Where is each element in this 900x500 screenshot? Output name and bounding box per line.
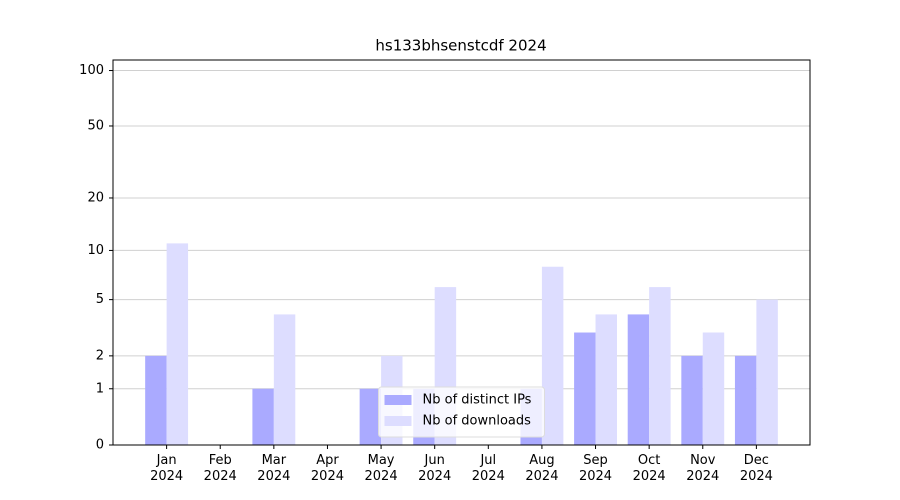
y-tick-label: 0 [96, 438, 104, 453]
x-tick-label: Sep 2024 [578, 453, 613, 484]
x-tick-label: Aug 2024 [525, 453, 559, 484]
legend-label: Nb of distinct IPs [423, 393, 532, 408]
bar [273, 314, 296, 445]
x-tick-label: Mar 2024 [257, 453, 291, 484]
x-tick-label: Oct 2024 [632, 453, 666, 484]
bar [756, 299, 778, 445]
y-tick-label: 2 [96, 348, 104, 363]
y-tick-label: 100 [79, 63, 104, 78]
legend-label: Nb of downloads [423, 414, 532, 429]
bar [595, 314, 617, 445]
bar [627, 314, 650, 445]
x-tick-label: Jan 2024 [150, 453, 184, 484]
legend-box [378, 386, 545, 438]
x-tick-label: May 2024 [364, 453, 398, 484]
bar [359, 388, 382, 445]
bar [574, 332, 596, 445]
bar [145, 355, 167, 445]
bar [252, 388, 274, 445]
x-tick-label: Jun 2024 [418, 453, 452, 484]
bar [649, 287, 671, 445]
bar [166, 243, 189, 445]
bar [681, 355, 703, 445]
chart-title: hs133bhsenstcdf 2024 [375, 37, 546, 55]
y-tick-label: 20 [87, 190, 104, 205]
y-tick-label: 10 [87, 243, 104, 258]
legend-swatch [384, 416, 412, 426]
x-tick-label: Feb 2024 [203, 453, 237, 484]
legend: Nb of distinct IPs Nb of downloads [378, 386, 545, 438]
x-tick-label: Nov 2024 [686, 453, 720, 484]
x-tick-label: Dec 2024 [739, 453, 773, 484]
y-tick-label: 50 [87, 118, 104, 133]
y-tick-label: 1 [96, 381, 104, 396]
x-tick-label: Apr 2024 [310, 453, 344, 484]
x-tick-label: Jul 2024 [471, 453, 505, 484]
bar [734, 355, 757, 445]
plot-frame [112, 59, 811, 446]
bar [702, 332, 725, 445]
y-tick-label: 5 [96, 292, 104, 307]
legend-swatch [384, 395, 412, 405]
bar [541, 266, 564, 445]
